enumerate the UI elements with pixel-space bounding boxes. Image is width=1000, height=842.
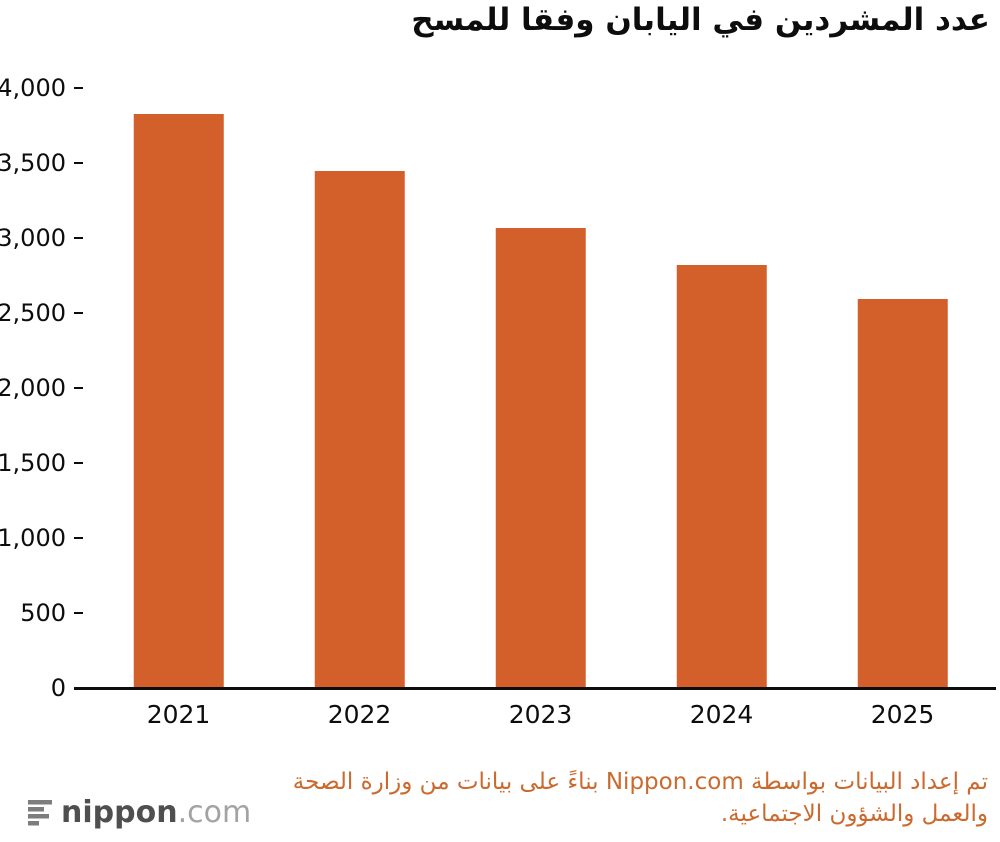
y-tick-mark	[74, 87, 83, 89]
y-tick-label: 4,000	[0, 74, 66, 102]
y-tick-label: 2,000	[0, 374, 66, 402]
y-tick-label: 2,500	[0, 299, 66, 327]
y-tick-mark	[74, 612, 83, 614]
y-tick-mark	[74, 162, 83, 164]
bar-2021	[133, 114, 224, 688]
x-tick-label: 2021	[146, 700, 211, 729]
x-axis-labels: 2021 2022 2023 2024 2025	[88, 700, 993, 734]
plot-area	[88, 88, 993, 688]
x-axis-line	[74, 687, 996, 690]
signal-bars-icon	[28, 799, 52, 827]
source-note: تم إعداد البيانات بواسطة Nippon.com بناء…	[228, 766, 988, 830]
y-axis-ticks	[74, 87, 83, 689]
y-tick-mark	[74, 312, 83, 314]
nippon-logo: nippon.com	[28, 796, 251, 830]
y-tick-mark	[74, 237, 83, 239]
chart-title: عدد المشردين في اليابان وفقا للمسح	[411, 2, 990, 38]
bar-2024	[676, 265, 767, 688]
y-tick-mark	[74, 462, 83, 464]
bar-chart: 0 500 1,000 1,500 2,000 2,500 3,000 3,500 4,000 …	[0, 74, 1000, 828]
x-tick-label: 2023	[508, 700, 573, 729]
source-note-line2: والعمل والشؤون الاجتماعية.	[720, 801, 988, 827]
nippon-logo-name: nippon	[61, 795, 178, 830]
y-tick-label: 1,000	[0, 524, 66, 552]
y-tick-label: 500	[20, 599, 66, 627]
nippon-logo-text: nippon.com	[61, 796, 251, 830]
y-tick-label: 0	[50, 674, 66, 702]
y-axis-labels: 0 500 1,000 1,500 2,000 2,500 3,000 3,500 4,000	[0, 74, 66, 702]
y-tick-label: 3,000	[0, 224, 66, 252]
y-tick-label: 1,500	[0, 449, 66, 477]
bar-2022	[314, 170, 405, 688]
y-tick-mark	[74, 387, 83, 389]
bar-2025	[857, 299, 948, 688]
x-tick-label: 2024	[689, 700, 754, 729]
x-tick-label: 2025	[870, 700, 935, 729]
x-tick-label: 2022	[327, 700, 392, 729]
y-tick-label: 3,500	[0, 149, 66, 177]
nippon-logo-tld: .com	[177, 795, 252, 830]
source-note-line1: تم إعداد البيانات بواسطة Nippon.com بناء…	[292, 769, 988, 795]
bar-2023	[495, 228, 586, 688]
y-tick-mark	[74, 537, 83, 539]
